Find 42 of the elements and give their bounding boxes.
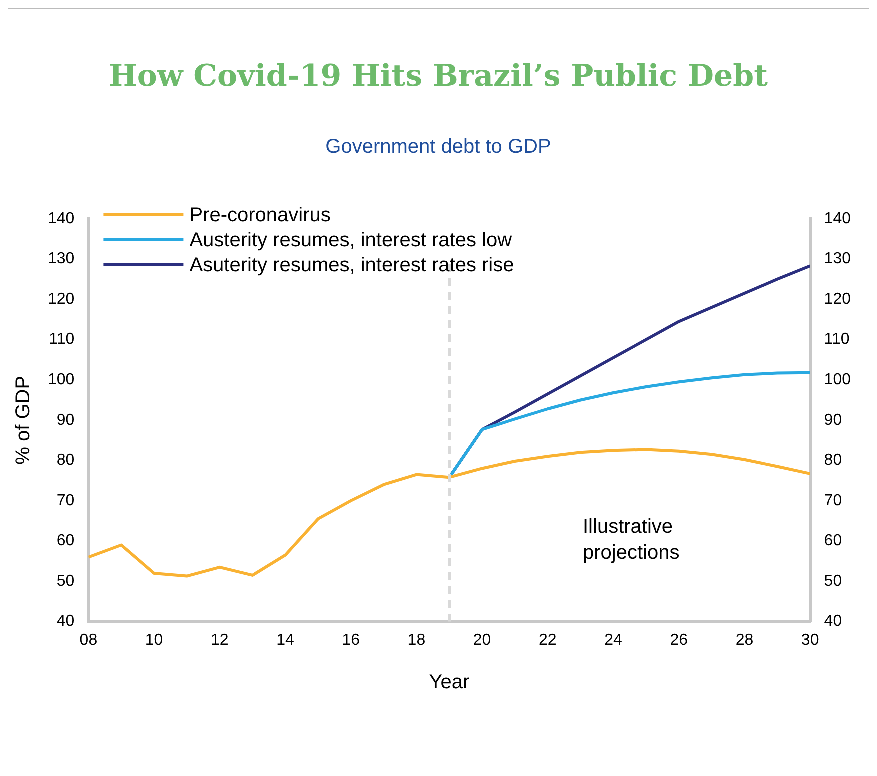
- x-axis-title: Year: [429, 672, 470, 694]
- y2-tick-label: 130: [824, 250, 852, 268]
- x-tick-label: 28: [736, 632, 754, 649]
- x-tick-label: 24: [604, 632, 622, 649]
- legend-label: Pre-coronavirus: [190, 204, 331, 227]
- y-tick-label: 80: [56, 452, 75, 470]
- x-tick-label: 16: [342, 632, 360, 649]
- legend-label: Asuterity resumes, interest rates rise: [190, 254, 514, 277]
- x-tick-label: 12: [211, 632, 229, 649]
- y-tick-label: 60: [56, 532, 75, 550]
- x-tick-label: 30: [801, 632, 820, 649]
- x-tick-label: 26: [670, 632, 688, 649]
- x-tick-label: 10: [145, 632, 164, 649]
- legend-label: Austerity resumes, interest rates low: [190, 230, 513, 252]
- chart-subtitle: Government debt to GDP: [324, 136, 552, 159]
- y2-tick-label: 140: [824, 210, 852, 228]
- y-axis-title: % of GDP: [12, 376, 35, 465]
- chart-title: How Covid-19 Hits Brazil’s Public Debt: [108, 59, 769, 94]
- x-tick-label: 18: [408, 632, 426, 649]
- y-tick-label: 70: [56, 492, 75, 510]
- annotation: Illustrative projections: [583, 516, 680, 564]
- y-tick-label: 90: [56, 412, 75, 429]
- y2-tick-label: 80: [824, 452, 842, 470]
- y-tick-label: 100: [48, 372, 75, 389]
- y2-tick-label: 50: [824, 572, 842, 590]
- y2-tick-label: 60: [824, 532, 842, 550]
- y2-tick-label: 110: [824, 331, 850, 348]
- y2-tick-label: 70: [824, 492, 842, 510]
- y2-tick-label: 40: [824, 613, 842, 630]
- x-tick-label: 20: [473, 632, 492, 649]
- x-tick-label: 08: [80, 632, 98, 649]
- y-tick-label: 120: [48, 290, 75, 308]
- x-tick-label: 22: [539, 632, 557, 649]
- y2-tick-label: 100: [824, 372, 852, 389]
- y2-tick-label: 120: [824, 290, 852, 308]
- y-tick-label: 110: [49, 331, 75, 348]
- y-tick-label: 140: [48, 210, 75, 228]
- y2-tick-label: 90: [824, 412, 842, 429]
- x-tick-label: 14: [276, 632, 294, 649]
- y-tick-label: 130: [48, 250, 75, 268]
- y-tick-label: 40: [56, 613, 75, 630]
- y-tick-label: 50: [56, 572, 75, 590]
